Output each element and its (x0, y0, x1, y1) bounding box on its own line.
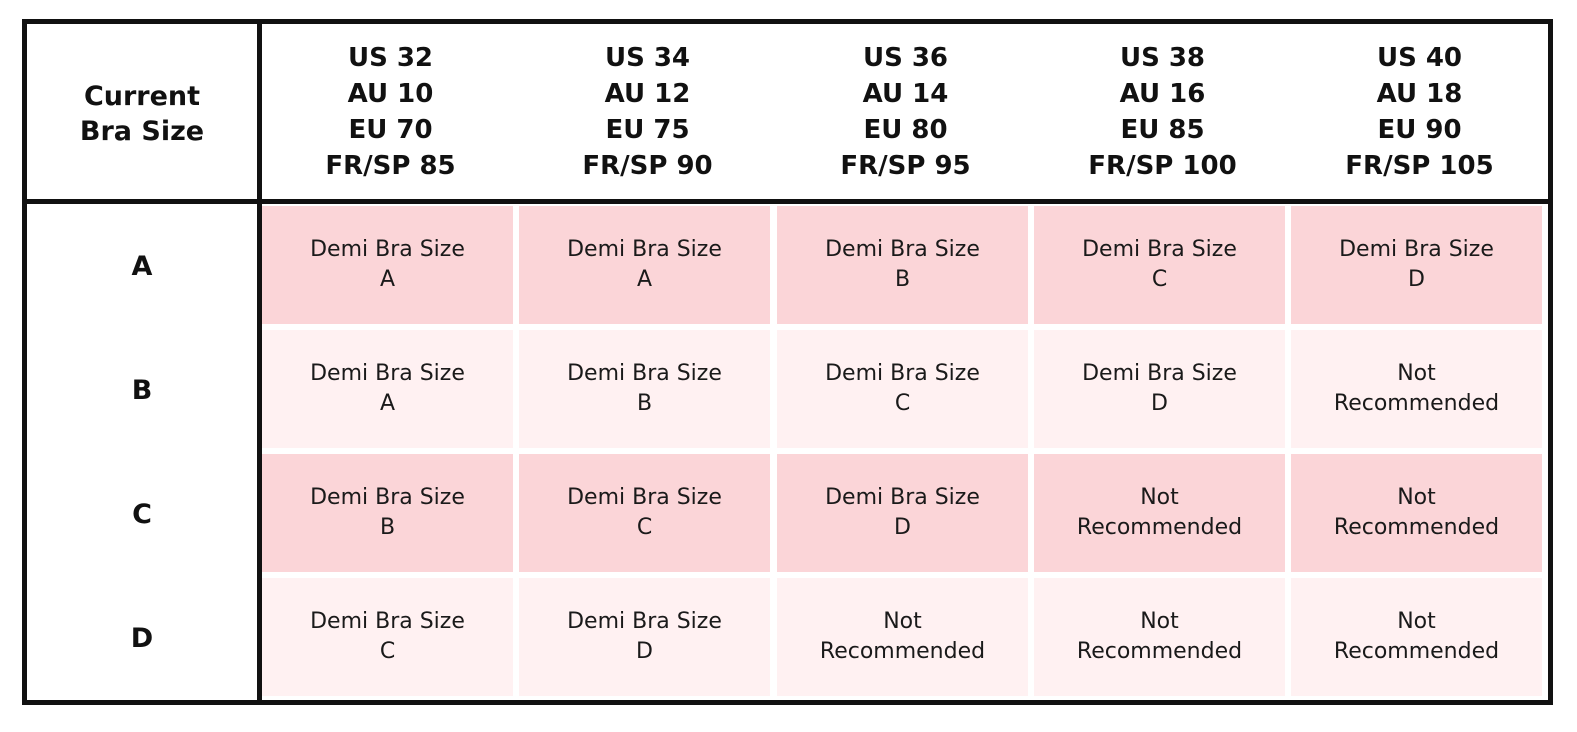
row-header-a: A (131, 250, 153, 282)
table-cell: Demi Bra Size D (1034, 330, 1285, 448)
table-cell: Not Recommended (777, 578, 1028, 696)
table-cell: Not Recommended (1034, 578, 1285, 696)
column-header-us36: US 36 AU 14 EU 80 FR/SP 95 (777, 24, 1034, 199)
cell-line: Demi Bra Size (567, 237, 722, 262)
cell-line: C (1151, 267, 1168, 292)
header-line: FR/SP 95 (840, 150, 971, 181)
table-cell: Demi Bra Size B (519, 330, 770, 448)
cell-line: D (1408, 267, 1425, 292)
table-cell: Not Recommended (1034, 454, 1285, 572)
cell-line: Recommended (1076, 515, 1243, 540)
column-header-us34: US 34 AU 12 EU 75 FR/SP 90 (519, 24, 776, 199)
cell-line: Demi Bra Size (310, 609, 465, 634)
cell-line: B (894, 267, 911, 292)
table-cell: Demi Bra Size C (777, 330, 1028, 448)
cell-line: Demi Bra Size (310, 361, 465, 386)
table-cell: Demi Bra Size B (262, 454, 513, 572)
cell-line: Recommended (1333, 515, 1500, 540)
column-header-us32: US 32 AU 10 EU 70 FR/SP 85 (262, 24, 519, 199)
column-header-us40: US 40 AU 18 EU 90 FR/SP 105 (1291, 24, 1548, 199)
cell-line: Not (1140, 609, 1179, 634)
table-cell: Demi Bra Size A (519, 206, 770, 324)
cell-line: Demi Bra Size (567, 361, 722, 386)
cell-line: Demi Bra Size (310, 485, 465, 510)
cell-line: Demi Bra Size (825, 361, 980, 386)
cell-line: D (636, 639, 653, 664)
table-cell: Not Recommended (1291, 454, 1542, 572)
cell-line: Demi Bra Size (567, 485, 722, 510)
header-line: EU 80 (863, 114, 948, 145)
cell-line: Demi Bra Size (1082, 361, 1237, 386)
table-cell: Demi Bra Size C (519, 454, 770, 572)
cell-line: B (379, 515, 396, 540)
header-line: FR/SP 105 (1345, 150, 1494, 181)
cell-line: Demi Bra Size (310, 237, 465, 262)
cell-line: Not (1397, 485, 1436, 510)
header-line: US 38 (1119, 42, 1206, 73)
header-line: US 32 (347, 42, 434, 73)
cell-line: Not (1397, 609, 1436, 634)
header-line: FR/SP 100 (1088, 150, 1237, 181)
row-header-b: B (131, 374, 153, 406)
header-line: EU 75 (605, 114, 690, 145)
header-line: EU 70 (348, 114, 433, 145)
header-line: US 40 (1376, 42, 1463, 73)
cell-line: Recommended (1333, 639, 1500, 664)
cell-line: B (636, 391, 653, 416)
header-line: US 34 (604, 42, 691, 73)
cell-line: Recommended (1333, 391, 1500, 416)
cell-line: Not (883, 609, 922, 634)
cell-line: Recommended (819, 639, 986, 664)
column-header-us38: US 38 AU 16 EU 85 FR/SP 100 (1034, 24, 1291, 199)
row-header-c: C (132, 498, 152, 530)
table-cell: Demi Bra Size B (777, 206, 1028, 324)
cell-line: D (894, 515, 911, 540)
table-cell: Demi Bra Size D (777, 454, 1028, 572)
header-line: AU 10 (347, 78, 434, 109)
row-header-d: D (130, 622, 154, 654)
table-cell: Demi Bra Size D (1291, 206, 1542, 324)
table-cell: Not Recommended (1291, 578, 1542, 696)
cell-line: C (636, 515, 653, 540)
corner-label-line: Current (83, 81, 201, 112)
cell-line: D (1151, 391, 1168, 416)
cell-line: A (379, 391, 396, 416)
table-cell: Not Recommended (1291, 330, 1542, 448)
cell-line: Demi Bra Size (825, 485, 980, 510)
cell-line: A (379, 267, 396, 292)
header-line: AU 12 (604, 78, 691, 109)
table-cell: Demi Bra Size A (262, 330, 513, 448)
cell-line: Demi Bra Size (1082, 237, 1237, 262)
table-cell: Demi Bra Size C (262, 578, 513, 696)
header-line: EU 85 (1120, 114, 1205, 145)
cell-line: Not (1397, 361, 1436, 386)
header-line: AU 16 (1119, 78, 1206, 109)
corner-header: Current Bra Size (27, 24, 257, 204)
cell-line: Recommended (1076, 639, 1243, 664)
table-cell: Demi Bra Size A (262, 206, 513, 324)
cell-line: Not (1140, 485, 1179, 510)
header-line: EU 90 (1377, 114, 1462, 145)
header-line: FR/SP 90 (582, 150, 713, 181)
size-conversion-table: Current Bra Size US 32 AU 10 EU 70 FR/SP… (22, 19, 1553, 705)
cell-line: C (894, 391, 911, 416)
cell-line: Demi Bra Size (1339, 237, 1494, 262)
cell-line: C (379, 639, 396, 664)
header-row-divider (27, 199, 1548, 204)
header-line: FR/SP 85 (325, 150, 456, 181)
header-line: US 36 (862, 42, 949, 73)
cell-line: Demi Bra Size (825, 237, 980, 262)
cell-line: Demi Bra Size (567, 609, 722, 634)
header-line: AU 18 (1376, 78, 1463, 109)
cell-line: A (636, 267, 653, 292)
header-column-divider (257, 24, 262, 700)
header-line: AU 14 (862, 78, 949, 109)
table-cell: Demi Bra Size D (519, 578, 770, 696)
table-cell: Demi Bra Size C (1034, 206, 1285, 324)
corner-label-line: Bra Size (79, 116, 205, 147)
